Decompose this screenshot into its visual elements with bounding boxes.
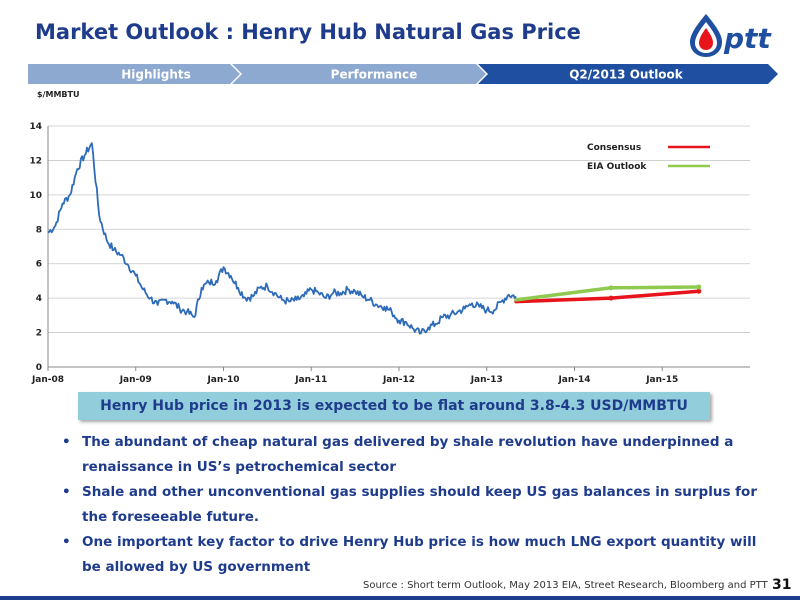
page-title: Market Outlook : Henry Hub Natural Gas P…: [35, 20, 581, 44]
bullet-point: Shale and other unconventional gas suppl…: [60, 480, 760, 529]
ptt-logo: ptt: [690, 14, 772, 57]
page-number: 31: [772, 577, 792, 593]
eia-outlook-point: [608, 285, 614, 291]
y-tick-label: 10: [29, 191, 42, 201]
legend-label: EIA Outlook: [587, 162, 647, 172]
eia-outlook-point: [696, 284, 702, 290]
footer-rule: [0, 596, 800, 600]
tab-highlights[interactable]: Highlights: [28, 64, 240, 84]
tab-highlights-label: Highlights: [121, 68, 191, 82]
y-tick-label: 6: [36, 260, 42, 270]
y-axis-label: $/MMBTU: [37, 90, 79, 99]
x-tick-label: Jan-08: [31, 375, 64, 385]
y-tick-label: 0: [36, 363, 42, 373]
source-note: Source : Short term Outlook, May 2013 EI…: [363, 580, 768, 591]
x-tick-label: Jan-15: [645, 375, 678, 385]
x-tick-label: Jan-11: [294, 375, 327, 385]
y-tick-label: 12: [29, 156, 42, 166]
y-tick-label: 14: [29, 122, 42, 132]
historical-price-line: [47, 142, 517, 335]
tab-q2-2013-outlook[interactable]: Q2/2013 Outlook: [478, 64, 778, 84]
y-tick-label: 2: [36, 329, 42, 339]
consensus-point: [696, 288, 702, 294]
x-tick-label: Jan-09: [119, 375, 152, 385]
henry-hub-price-chart: 0 2 4 6 8 10 12 14 Jan-08 Jan-09 Jan-10 Jan-11 Jan-1…: [29, 90, 750, 385]
x-tick-label: Jan-12: [382, 375, 415, 385]
tab-performance[interactable]: Performance: [232, 64, 486, 84]
logo-text: ptt: [723, 22, 772, 55]
flame-icon: [690, 14, 722, 57]
x-tick-label: Jan-13: [470, 375, 503, 385]
consensus-point: [608, 295, 614, 301]
tab-performance-label: Performance: [331, 68, 418, 82]
x-tick-label: Jan-10: [206, 375, 239, 385]
bullet-point: One important key factor to drive Henry …: [60, 530, 760, 579]
x-tick-label: Jan-14: [557, 375, 590, 385]
y-tick-label: 4: [36, 294, 42, 304]
y-tick-label: 8: [36, 225, 42, 235]
key-points-list: The abundant of cheap natural gas delive…: [60, 430, 760, 580]
bullet-point: The abundant of cheap natural gas delive…: [60, 430, 760, 479]
outlook-callout: Henry Hub price in 2013 is expected to b…: [78, 392, 710, 420]
section-nav: Highlights Performance Q2/2013 Outlook: [28, 64, 778, 84]
legend-label: Consensus: [587, 143, 641, 153]
tab-q2-2013-outlook-label: Q2/2013 Outlook: [569, 68, 684, 82]
